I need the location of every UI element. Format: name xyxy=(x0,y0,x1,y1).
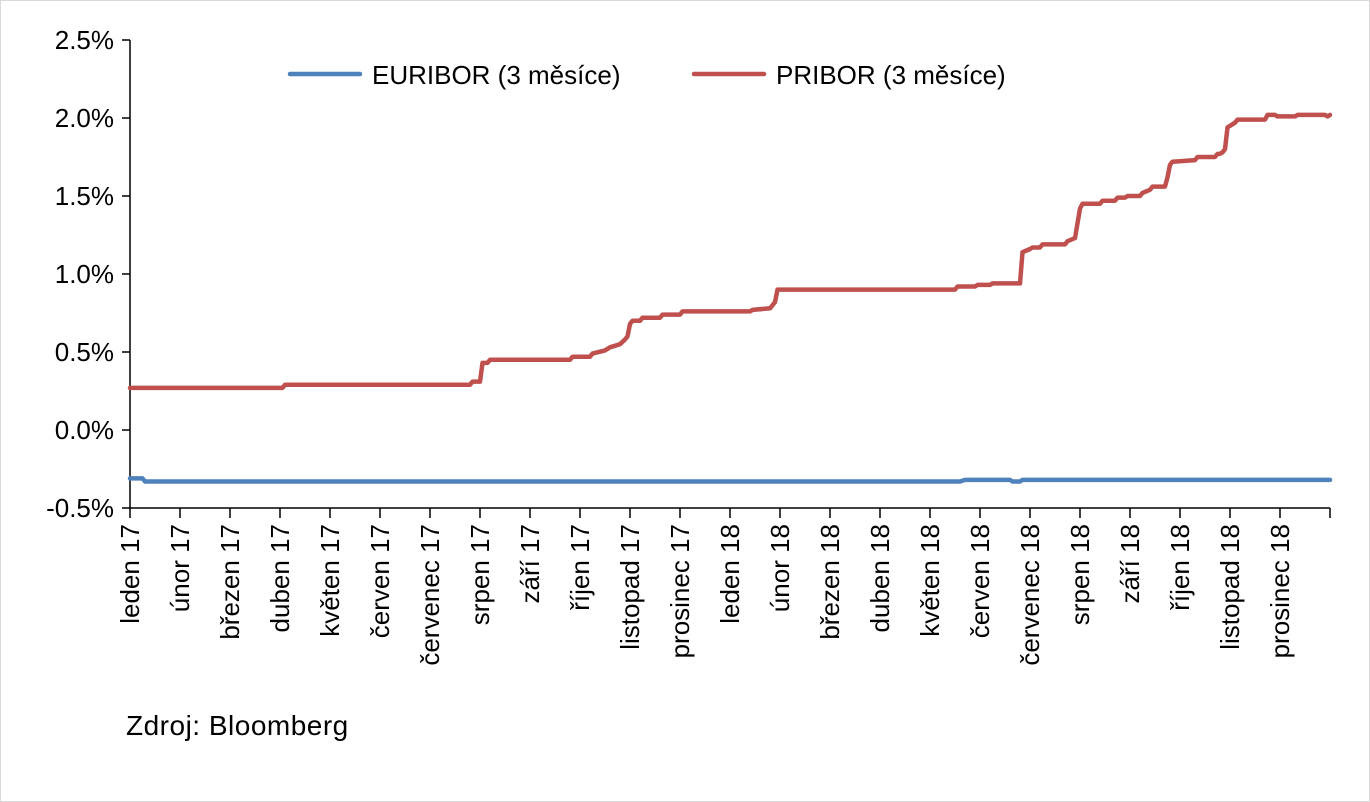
y-axis: -0.5% 0.0% 0.5% 1.0% 1.5% 2.0% 2.5% xyxy=(46,25,131,523)
y-tick-label: 0.5% xyxy=(55,337,114,367)
y-tick-label: -0.5% xyxy=(46,493,114,523)
x-tick-label: srpen 17 xyxy=(465,524,495,625)
legend-label-0: EURIBOR (3 měsíce) xyxy=(372,60,621,90)
x-tick-label: červen 17 xyxy=(365,524,395,638)
x-tick-label: květen 18 xyxy=(915,524,945,637)
x-tick-label: květen 17 xyxy=(315,524,345,637)
x-tick-label: srpen 18 xyxy=(1065,524,1095,625)
x-tick-label: únor 18 xyxy=(765,524,795,612)
x-tick-label: prosinec 17 xyxy=(665,524,695,658)
series-line-1 xyxy=(127,112,1333,391)
x-tick-label: září 18 xyxy=(1115,524,1145,604)
series-line-0 xyxy=(127,476,1333,484)
x-tick-label: prosinec 18 xyxy=(1265,524,1295,658)
x-tick-label: březen 18 xyxy=(815,524,845,640)
x-tick-label: říjen 17 xyxy=(565,524,595,611)
x-tick-label: červen 18 xyxy=(965,524,995,638)
x-tick-label: září 17 xyxy=(515,524,545,604)
x-tick-label: červenec 17 xyxy=(415,524,445,666)
source-note: Zdroj: Bloomberg xyxy=(126,710,349,741)
legend-label-1: PRIBOR (3 měsíce) xyxy=(776,60,1006,90)
x-tick-label: duben 17 xyxy=(265,524,295,632)
x-tick-label: listopad 18 xyxy=(1215,524,1245,650)
x-tick-label: březen 17 xyxy=(215,524,245,640)
y-tick-label: 2.5% xyxy=(55,25,114,55)
x-tick-label: říjen 18 xyxy=(1165,524,1195,611)
plot-series xyxy=(127,112,1333,484)
y-tick-label: 1.0% xyxy=(55,259,114,289)
x-tick-label: leden 18 xyxy=(715,524,745,624)
legend: EURIBOR (3 měsíce) PRIBOR (3 měsíce) xyxy=(287,60,1006,90)
y-tick-label: 1.5% xyxy=(55,181,114,211)
x-axis: leden 17 únor 17 březen 17 duben 17 květen 1… xyxy=(115,507,1331,666)
x-tick-label: červenec 18 xyxy=(1015,524,1045,666)
x-tick-label: leden 17 xyxy=(115,524,145,624)
y-tick-label: 0.0% xyxy=(55,415,114,445)
x-tick-label: listopad 17 xyxy=(615,524,645,650)
y-tick-label: 2.0% xyxy=(55,103,114,133)
x-tick-label: duben 18 xyxy=(865,524,895,632)
x-tick-label: únor 17 xyxy=(165,524,195,612)
